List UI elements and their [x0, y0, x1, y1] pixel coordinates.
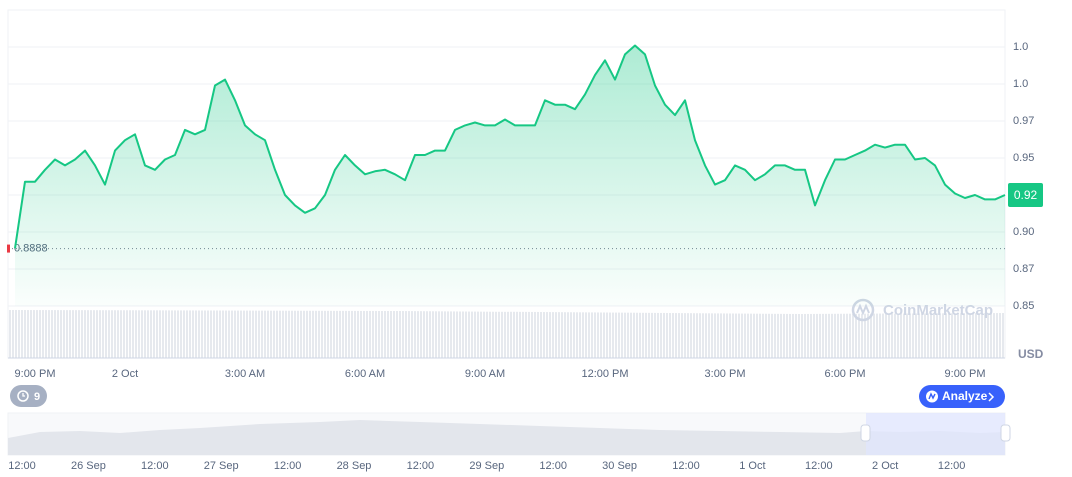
navigator-label: 12:00 — [539, 460, 567, 472]
x-tick-label: 3:00 AM — [225, 368, 265, 380]
button-label: Analyze — [942, 389, 988, 403]
navigator-label: 29 Sep — [469, 460, 504, 472]
y-tick-label: 0.95 — [1013, 152, 1034, 164]
x-tick-label: 2 Oct — [112, 368, 138, 380]
x-tick-label: 6:00 PM — [825, 368, 866, 380]
x-tick-label: 9:00 PM — [945, 368, 986, 380]
x-tick-label: 9:00 PM — [15, 368, 56, 380]
x-tick-label: 6:00 AM — [345, 368, 385, 380]
navigator-label: 1 Oct — [739, 460, 765, 472]
navigator-label: 30 Sep — [602, 460, 637, 472]
navigator-label: 12:00 — [938, 460, 966, 472]
y-tick-label: 1.0 — [1013, 78, 1028, 90]
currency-label: USD — [1018, 347, 1044, 361]
analyze-button[interactable]: Analyze — [919, 385, 1005, 408]
navigator-label: 26 Sep — [71, 460, 106, 472]
navigator-label: 12:00 — [8, 460, 36, 472]
navigator-label: 2 Oct — [872, 460, 898, 472]
navigator-label: 12:00 — [672, 460, 700, 472]
watermark: CoinMarketCap — [883, 302, 993, 319]
reference-marker — [7, 244, 10, 253]
y-tick-label: 0.90 — [1013, 226, 1034, 238]
last-price-tag — [1008, 183, 1043, 207]
x-tick-label: 9:00 AM — [465, 368, 505, 380]
navigator-label: 28 Sep — [337, 460, 372, 472]
history-badge[interactable]: 9 — [10, 385, 47, 407]
price-line — [14, 44, 1006, 249]
y-tick-label: 1.0 — [1013, 41, 1028, 53]
navigator-label: 12:00 — [274, 460, 302, 472]
navigator-label: 12:00 — [805, 460, 833, 472]
volume-bars — [8, 310, 1005, 358]
badge-count: 9 — [34, 391, 40, 403]
x-tick-label: 12:00 PM — [581, 368, 628, 380]
last-price-label: 0.92 — [1014, 188, 1038, 202]
price-area — [15, 45, 1005, 306]
navigator-label: 27 Sep — [204, 460, 239, 472]
navigator-label: 12:00 — [407, 460, 435, 472]
x-tick-label: 3:00 PM — [705, 368, 746, 380]
y-tick-label: 0.87 — [1013, 263, 1034, 275]
y-tick-label: 0.85 — [1013, 300, 1034, 312]
y-tick-label: 0.97 — [1013, 115, 1034, 127]
navigator-label: 12:00 — [141, 460, 169, 472]
navigator[interactable] — [7, 412, 1011, 456]
